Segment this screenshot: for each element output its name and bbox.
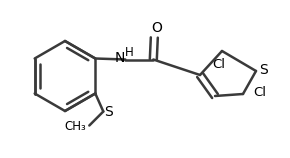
Text: S: S (259, 63, 267, 77)
Text: Cl: Cl (253, 86, 267, 100)
Text: Cl: Cl (213, 58, 226, 70)
Text: N: N (115, 52, 126, 66)
Text: CH₃: CH₃ (64, 120, 86, 133)
Text: O: O (151, 21, 162, 36)
Text: S: S (104, 106, 113, 119)
Text: H: H (125, 46, 134, 59)
